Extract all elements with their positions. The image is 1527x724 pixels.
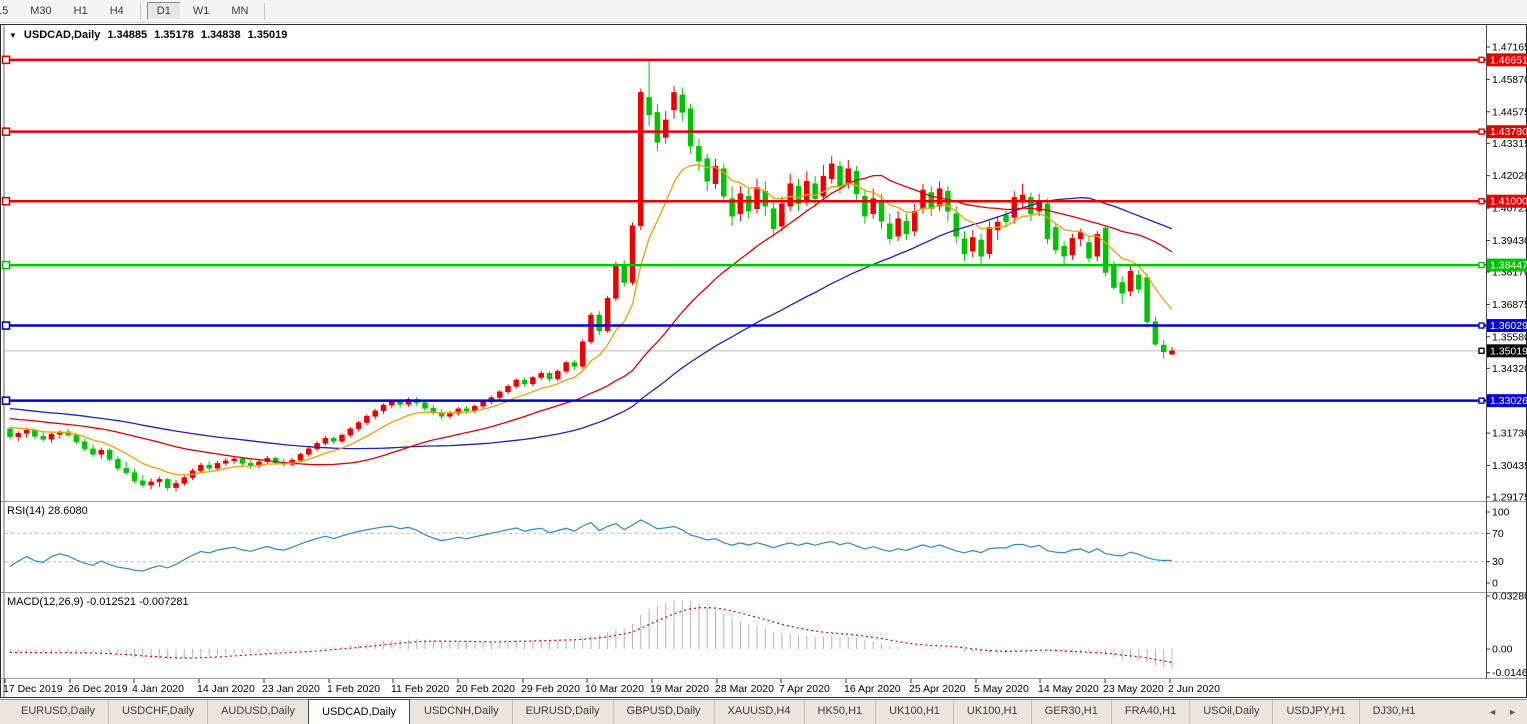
svg-text:0.00: 0.00 xyxy=(1492,644,1513,656)
tab-usoil-daily[interactable]: USOil,Daily xyxy=(1189,700,1272,724)
timeframe-mn[interactable]: MN xyxy=(231,5,249,17)
hline-handle[interactable] xyxy=(1,396,11,405)
tab-audusd-daily[interactable]: AUDUSD,Daily xyxy=(207,700,308,724)
svg-text:70: 70 xyxy=(1492,528,1504,540)
tab-hk50-h1[interactable]: HK50,H1 xyxy=(803,700,876,724)
tab-usdjpy-h1[interactable]: USDJPY,H1 xyxy=(1272,700,1358,724)
svg-text:1.38447: 1.38447 xyxy=(1490,260,1527,272)
svg-text:5 May 2020: 5 May 2020 xyxy=(974,683,1029,695)
svg-text:14 Jan 2020: 14 Jan 2020 xyxy=(197,683,255,695)
symbol-dropdown-icon[interactable]: ▼ xyxy=(9,30,17,40)
svg-text:30: 30 xyxy=(1492,556,1504,568)
svg-text:2 Jun 2020: 2 Jun 2020 xyxy=(1168,683,1220,695)
svg-text:1.35580: 1.35580 xyxy=(1492,331,1527,343)
tab-eurusd-daily[interactable]: EURUSD,Daily xyxy=(21,705,95,717)
svg-text:20 Feb 2020: 20 Feb 2020 xyxy=(456,683,515,695)
tab-ger30-h1[interactable]: GER30,H1 xyxy=(1030,700,1111,724)
svg-text:10 Mar 2020: 10 Mar 2020 xyxy=(585,683,644,695)
timeframe-h4[interactable]: H4 xyxy=(109,5,124,17)
svg-text:-0.01467: -0.01467 xyxy=(1492,667,1527,679)
timeframe-d1[interactable]: D1 xyxy=(146,2,181,20)
rsi-indicator-label: RSI(14) 28.6080 xyxy=(7,505,88,517)
svg-text:16 Apr 2020: 16 Apr 2020 xyxy=(844,683,901,695)
tab-eurusd-daily[interactable]: EURUSD,Daily xyxy=(511,700,613,724)
tab-uk100-h1[interactable]: UK100,H1 xyxy=(952,700,1031,724)
ohlc-high: 1.35178 xyxy=(154,29,194,41)
svg-text:1.35019: 1.35019 xyxy=(1490,345,1527,357)
svg-text:0.03280: 0.03280 xyxy=(1492,590,1527,602)
timeframe-m30[interactable]: M30 xyxy=(30,5,52,17)
tab-dj30-h1[interactable]: DJ30,H1 xyxy=(1358,700,1429,724)
timeframe-w1[interactable]: W1 xyxy=(192,5,210,17)
svg-text:1.30435: 1.30435 xyxy=(1492,460,1527,472)
hline-handle[interactable] xyxy=(1,260,11,270)
hline-handle[interactable] xyxy=(1,321,11,330)
tab-scroll-left-icon[interactable]: ◄ xyxy=(1488,707,1498,717)
svg-text:1.44575: 1.44575 xyxy=(1492,106,1527,118)
chart-tabs-bar: EURUSD,Daily USDCHF,Daily AUDUSD,Daily USDC… xyxy=(0,699,1527,724)
ohlc-open: 1.34885 xyxy=(107,29,148,41)
tab-scroll-right-icon[interactable]: ► xyxy=(1508,707,1517,717)
svg-text:17 Dec 2019: 17 Dec 2019 xyxy=(3,683,63,695)
chart-symbol: USDCAD,Daily xyxy=(23,29,101,41)
tab-scroll-arrows: ◄ ► xyxy=(1488,700,1517,724)
hline-handle[interactable] xyxy=(1,196,11,206)
chart-title: ▼ USDCAD,Daily 1.34885 1.35178 1.34838 1… xyxy=(9,29,287,41)
svg-text:11 Feb 2020: 11 Feb 2020 xyxy=(391,683,449,695)
svg-text:1.43315: 1.43315 xyxy=(1492,138,1527,150)
svg-text:26 Dec 2019: 26 Dec 2019 xyxy=(68,683,128,695)
svg-text:7 Apr 2020: 7 Apr 2020 xyxy=(779,683,830,695)
tab-usdcad-daily[interactable]: USDCAD,Daily xyxy=(308,699,411,724)
ohlc-low: 1.34838 xyxy=(200,29,241,41)
svg-text:4 Jan 2020: 4 Jan 2020 xyxy=(132,683,184,695)
tab-usdcnh-daily[interactable]: USDCNH,Daily xyxy=(424,705,499,717)
timeframe-toolbar: 15 M30 H1 H4 D1 W1 MN xyxy=(0,0,1527,23)
tab-xauusd-h4[interactable]: XAUUSD,H4 xyxy=(713,700,804,724)
svg-text:1.47165: 1.47165 xyxy=(1492,42,1527,54)
hline-handle[interactable] xyxy=(1,127,11,136)
svg-text:1.42020: 1.42020 xyxy=(1492,170,1527,182)
svg-text:1.41000: 1.41000 xyxy=(1490,196,1527,208)
svg-text:23 Jan 2020: 23 Jan 2020 xyxy=(262,683,320,695)
svg-text:29 Feb 2020: 29 Feb 2020 xyxy=(521,683,580,695)
tab-usdchf-daily[interactable]: USDCHF,Daily xyxy=(107,700,207,724)
svg-text:1.34320: 1.34320 xyxy=(1492,363,1527,375)
timeframe-h1[interactable]: H1 xyxy=(73,5,88,17)
svg-text:0: 0 xyxy=(1492,578,1498,590)
svg-text:1.43780: 1.43780 xyxy=(1490,126,1527,138)
toolbar-separator xyxy=(139,2,141,20)
svg-text:1.39430: 1.39430 xyxy=(1492,235,1527,247)
svg-text:1.36875: 1.36875 xyxy=(1492,299,1527,311)
svg-text:23 May 2020: 23 May 2020 xyxy=(1103,683,1164,695)
tab-gbpusd-daily[interactable]: GBPUSD,Daily xyxy=(612,700,714,724)
svg-text:1.46651: 1.46651 xyxy=(1490,54,1527,66)
hline-handle[interactable] xyxy=(1,55,11,65)
macd-indicator-label: MACD(12,26,9) -0.012521 -0.007281 xyxy=(7,596,189,608)
toolbar-separator xyxy=(264,2,266,20)
svg-text:25 Apr 2020: 25 Apr 2020 xyxy=(909,683,966,695)
svg-text:1.31730: 1.31730 xyxy=(1492,428,1527,440)
svg-text:19 Mar 2020: 19 Mar 2020 xyxy=(650,683,709,695)
svg-text:1.33026: 1.33026 xyxy=(1490,395,1527,407)
svg-text:28 Mar 2020: 28 Mar 2020 xyxy=(715,683,774,695)
timeframe-15[interactable]: 15 xyxy=(0,5,9,17)
ohlc-close: 1.35019 xyxy=(247,29,288,41)
svg-text:1.45870: 1.45870 xyxy=(1492,74,1527,86)
svg-text:100: 100 xyxy=(1492,507,1510,519)
tab-fra40-h1[interactable]: FRA40,H1 xyxy=(1110,700,1189,724)
svg-text:14 May 2020: 14 May 2020 xyxy=(1038,683,1099,695)
svg-text:1 Feb 2020: 1 Feb 2020 xyxy=(327,683,380,695)
svg-text:1.29175: 1.29175 xyxy=(1492,492,1527,504)
tab-uk100-h1[interactable]: UK100,H1 xyxy=(875,700,953,724)
svg-text:1.36029: 1.36029 xyxy=(1490,320,1527,332)
